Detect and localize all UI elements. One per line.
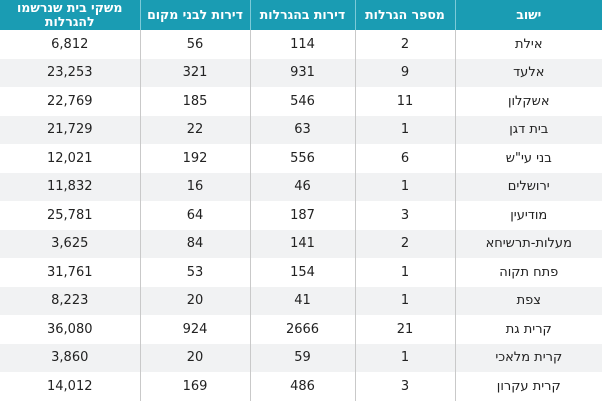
town-cell: קרית עקרון <box>454 372 602 401</box>
number-cell: 187 <box>249 201 355 230</box>
town-cell: מעלות-תרשיחא <box>454 229 602 258</box>
table-row: אלעד 9 931 321 23,253 <box>0 58 602 87</box>
town-cell: קרית גת <box>454 315 602 344</box>
number-cell: 20 <box>139 286 250 315</box>
number-cell: 2666 <box>249 315 355 344</box>
number-cell: 16 <box>139 172 250 201</box>
number-cell: 3 <box>354 372 455 401</box>
number-cell: 546 <box>249 87 355 116</box>
number-cell: 53 <box>139 258 250 287</box>
number-cell: 8,223 <box>0 286 140 315</box>
town-cell: אלעד <box>454 58 602 87</box>
header-cell: דירות לבני מקום <box>139 0 250 30</box>
town-cell: בני עי"ש <box>454 144 602 173</box>
number-cell: 556 <box>249 144 355 173</box>
number-cell: 185 <box>139 87 250 116</box>
number-cell: 169 <box>139 372 250 401</box>
table-row: מודיעין 3 187 64 25,781 <box>0 201 602 230</box>
number-cell: 1 <box>354 343 455 372</box>
number-cell: 192 <box>139 144 250 173</box>
town-cell: אילת <box>454 30 602 59</box>
town-cell: פתח תקוה <box>454 258 602 287</box>
number-cell: 22 <box>139 115 250 144</box>
number-cell: 11,832 <box>0 172 140 201</box>
number-cell: 59 <box>249 343 355 372</box>
number-cell: 20 <box>139 343 250 372</box>
number-cell: 2 <box>354 229 455 258</box>
town-cell: קרית מלאכי <box>454 343 602 372</box>
number-cell: 3,625 <box>0 229 140 258</box>
header-cell: משקי בית שנרשמו להגרלות <box>0 0 140 30</box>
number-cell: 1 <box>354 115 455 144</box>
number-cell: 114 <box>249 30 355 59</box>
table-row: קרית גת 21 2666 924 36,080 <box>0 315 602 344</box>
number-cell: 1 <box>354 286 455 315</box>
table-head: ישוב מספר הגרלות דירות בהגרלות דירות לבני מ… <box>0 0 602 30</box>
number-cell: 924 <box>139 315 250 344</box>
number-cell: 46 <box>249 172 355 201</box>
number-cell: 141 <box>249 229 355 258</box>
header-cell: דירות בהגרלות <box>249 0 355 30</box>
table-row: קרית מלאכי 1 59 20 3,860 <box>0 343 602 372</box>
table-row: מעלות-תרשיחא 2 141 84 3,625 <box>0 229 602 258</box>
number-cell: 486 <box>249 372 355 401</box>
number-cell: 931 <box>249 58 355 87</box>
number-cell: 14,012 <box>47 378 93 394</box>
number-cell: 6 <box>354 144 455 173</box>
number-cell: 154 <box>249 258 355 287</box>
number-cell: 23,253 <box>0 58 140 87</box>
number-cell: 11 <box>354 87 455 116</box>
number-cell: 2 <box>354 30 455 59</box>
number-cell: 321 <box>139 58 250 87</box>
number-cell: 12,021 <box>47 150 93 166</box>
number-cell: 9 <box>354 58 455 87</box>
table-row: אילת 2 114 56 6,812 <box>0 30 602 59</box>
number-cell: 3,860 <box>0 343 140 372</box>
number-cell: 84 <box>139 229 250 258</box>
number-cell: 41 <box>249 286 355 315</box>
number-cell: 31,761 <box>47 264 93 280</box>
table-row: ירושלים 1 46 16 11,832 <box>0 172 602 201</box>
town-cell: אשקלון <box>454 87 602 116</box>
header-cell: ישוב <box>454 0 602 30</box>
header-cell: מספר הגרלות <box>354 0 455 30</box>
number-cell: 1 <box>354 172 455 201</box>
table-row: קרית עקרון 3 486 169 14,012 <box>0 372 602 401</box>
number-cell: 1 <box>354 258 455 287</box>
table-row: בית דגן 1 63 22 21,729 <box>0 115 602 144</box>
number-cell: 64 <box>139 201 250 230</box>
table-body: אילת 2 114 56 6,812 אלעד 9 931 321 23,253 אשקלון 11… <box>0 30 602 401</box>
table-row: צפת 1 41 20 8,223 <box>0 286 602 315</box>
table-row: פתח תקוה 1 154 53 31,761 <box>0 258 602 287</box>
number-cell: 36,080 <box>47 321 93 337</box>
number-cell: 6,812 <box>51 36 89 52</box>
header-row: ישוב מספר הגרלות דירות בהגרלות דירות לבני מ… <box>0 0 602 30</box>
town-cell: צפת <box>454 286 602 315</box>
table-row: בני עי"ש 6 556 192 12,021 <box>0 144 602 173</box>
town-cell: ירושלים <box>454 172 602 201</box>
number-cell: 21 <box>354 315 455 344</box>
town-cell: בית דגן <box>454 115 602 144</box>
number-cell: 63 <box>249 115 355 144</box>
number-cell: 3 <box>354 201 455 230</box>
number-cell: 25,781 <box>47 207 93 223</box>
number-cell: 56 <box>139 30 250 59</box>
table-row: אשקלון 11 546 185 22,769 <box>0 87 602 116</box>
number-cell: 22,769 <box>47 93 93 109</box>
number-cell: 21,729 <box>0 115 140 144</box>
town-cell: מודיעין <box>454 201 602 230</box>
